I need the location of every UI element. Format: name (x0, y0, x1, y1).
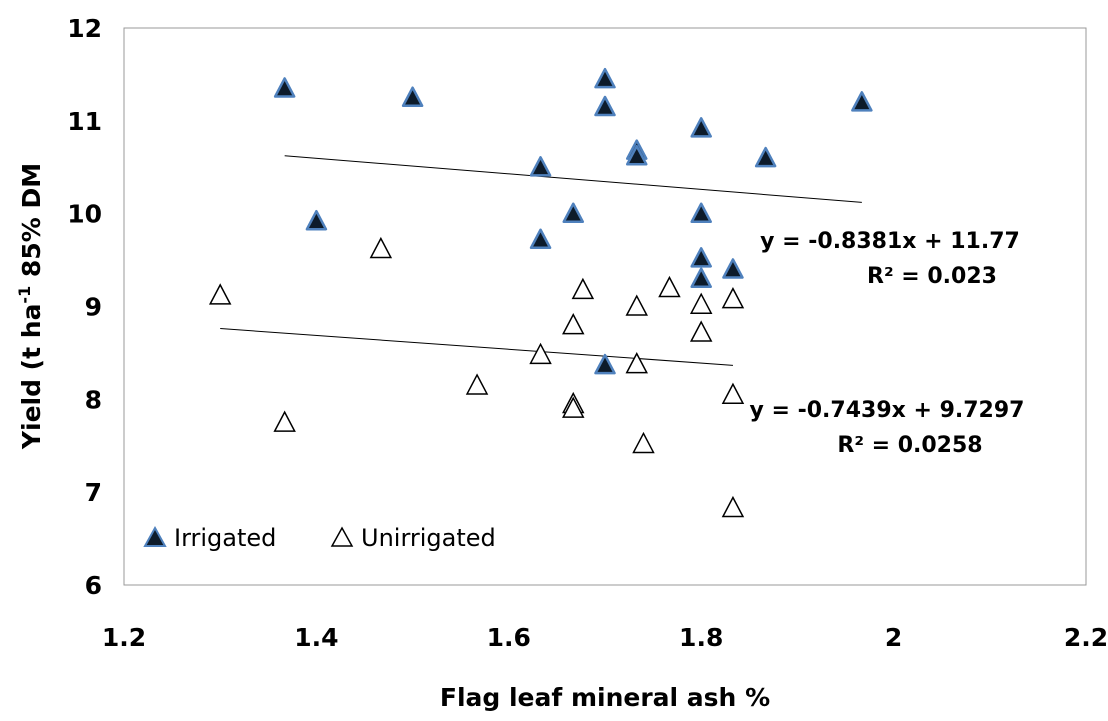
irrigated-point (754, 146, 777, 168)
unirrigated-point (721, 382, 745, 404)
irrigated-point (851, 91, 873, 112)
legend-unirrigated-label: Unirrigated (361, 524, 496, 552)
x-axis-title: Flag leaf mineral ash % (440, 683, 770, 712)
unirrigated-point (529, 342, 552, 365)
legend: Irrigated Unirrigated (143, 524, 496, 552)
irrigated-point (529, 228, 552, 250)
irrigated-point (562, 202, 585, 224)
unirrigated-point (571, 277, 595, 300)
unirrigated-equation: y = -0.7439x + 9.7297 (750, 398, 1025, 423)
trendlines (220, 155, 862, 366)
unirrigated-point (658, 275, 681, 298)
x-tick-label: 2.2 (1064, 623, 1108, 652)
irrigated-point (401, 86, 424, 107)
irrigated-point (305, 209, 328, 231)
irrigated-point (722, 258, 744, 279)
x-tick-label: 2 (885, 623, 902, 652)
plot-area-border (123, 27, 1087, 586)
unirrigated-point (562, 313, 585, 335)
irrigated-point (690, 117, 712, 138)
irrigated-equation: y = -0.8381x + 11.77 (760, 229, 1020, 254)
unirrigated-point (689, 320, 713, 342)
unirrigated-series (208, 236, 745, 518)
legend-irrigated-label: Irrigated (174, 524, 276, 552)
irrigated-r2: R² = 0.023 (867, 264, 997, 289)
x-tick-label: 1.8 (679, 623, 723, 652)
unirrigated-point (562, 396, 585, 418)
y-tick-label: 8 (85, 385, 102, 414)
unirrigated-trendline (220, 328, 733, 366)
legend-irrigated-marker (143, 525, 167, 547)
unirrigated-point (721, 287, 745, 309)
x-axis-ticks: 1.2 1.4 1.6 1.8 2 2.2 (102, 623, 1108, 652)
y-tick-label: 9 (85, 293, 102, 322)
y-axis-title: Yield (t ha-1 85% DM (15, 163, 46, 450)
legend-unirrigated-marker (330, 526, 354, 547)
irrigated-point (529, 156, 552, 177)
unirrigated-point (689, 292, 713, 314)
irrigated-point (690, 202, 712, 224)
y-tick-label: 12 (67, 14, 102, 43)
unirrigated-point (273, 410, 296, 432)
y-tick-label: 11 (67, 107, 102, 136)
x-tick-label: 1.2 (102, 623, 146, 652)
unirrigated-point (625, 294, 648, 316)
y-axis-ticks: 6 7 8 9 10 11 12 (67, 14, 102, 600)
irrigated-point (594, 67, 616, 89)
unirrigated-point (625, 351, 648, 374)
x-tick-label: 1.6 (487, 623, 531, 652)
unirrigated-point (208, 283, 232, 305)
y-tick-label: 6 (85, 571, 102, 600)
irrigated-trendline (284, 155, 862, 203)
unirrigated-r2: R² = 0.0258 (837, 433, 982, 458)
irrigated-point (594, 353, 616, 375)
y-axis-title-sup: -1 (15, 286, 34, 304)
irrigated-point (625, 144, 648, 166)
unirrigated-point (369, 236, 393, 259)
unirrigated-point (465, 373, 489, 395)
irrigated-point (273, 77, 296, 98)
unirrigated-point (632, 431, 655, 454)
y-axis-title-main: Yield (t ha (17, 304, 46, 451)
irrigated-point (690, 267, 712, 288)
y-tick-label: 10 (67, 200, 102, 229)
irrigated-series (273, 67, 873, 375)
y-tick-label: 7 (85, 478, 102, 507)
y-axis-title-suffix: 85% DM (17, 163, 46, 286)
unirrigated-point (721, 495, 745, 518)
irrigated-point (594, 95, 616, 117)
x-tick-label: 1.4 (294, 623, 338, 652)
irrigated-point (690, 247, 712, 268)
